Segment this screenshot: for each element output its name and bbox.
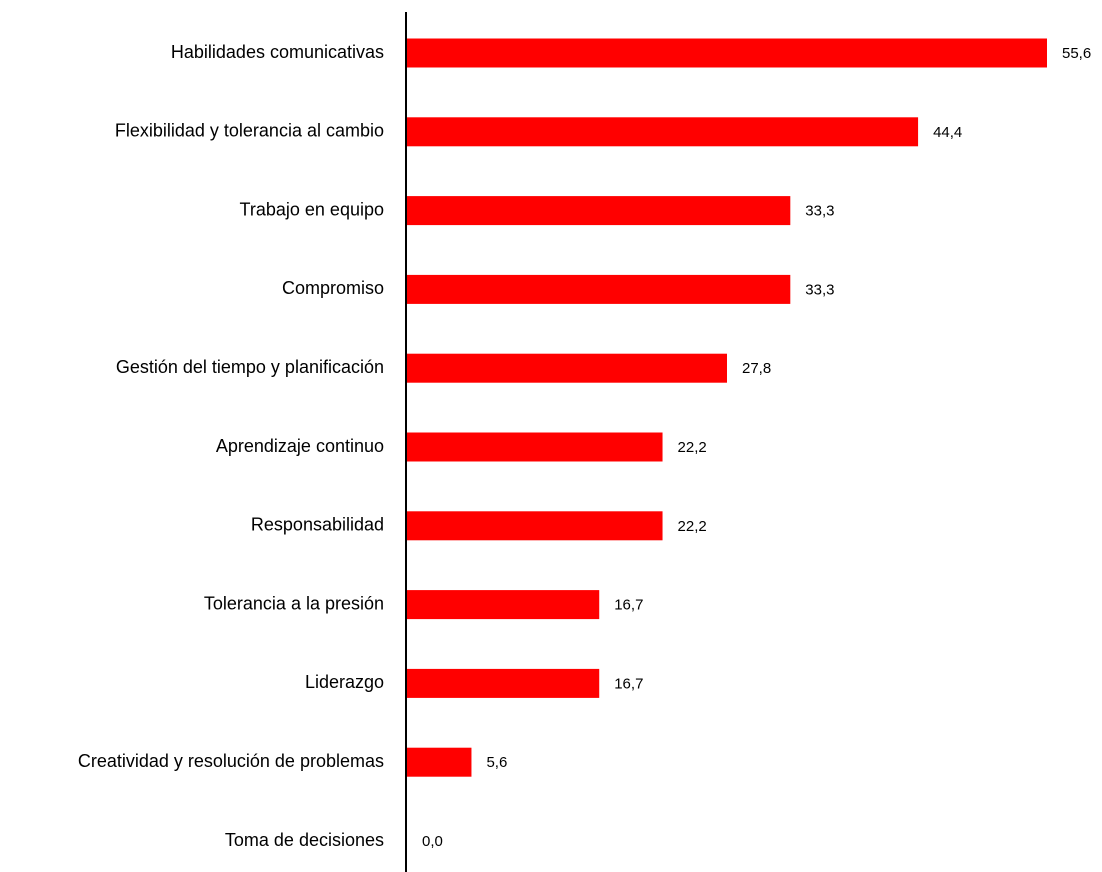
category-label: Gestión del tiempo y planificación: [116, 357, 384, 377]
category-label: Toma de decisiones: [225, 830, 384, 850]
category-label: Liderazgo: [305, 672, 384, 692]
value-label: 33,3: [805, 203, 834, 220]
value-labels-group: 55,6 44,4 33,3 33,3 27,8 22,2 22,2 16,7 16,7 5,6 0…: [422, 45, 1091, 850]
category-labels-group: Habilidades comunicativas Flexibilidad y …: [78, 42, 384, 850]
bar: [407, 274, 791, 304]
value-label: 16,7: [614, 597, 643, 614]
value-label: 33,3: [805, 281, 834, 298]
bar: [407, 38, 1047, 68]
category-label: Flexibilidad y tolerancia al cambio: [115, 121, 384, 141]
category-label: Aprendizaje continuo: [216, 436, 384, 456]
bar: [407, 353, 727, 383]
bar: [407, 117, 919, 147]
bar: [407, 432, 663, 462]
bar: [407, 747, 472, 777]
category-label: Trabajo en equipo: [240, 199, 384, 219]
bar: [407, 668, 600, 698]
value-label: 0,0: [422, 833, 443, 850]
value-label: 5,6: [486, 754, 507, 771]
category-label: Responsabilidad: [251, 515, 384, 535]
value-label: 44,4: [933, 124, 962, 141]
bars-group: [407, 38, 1047, 777]
value-label: 16,7: [614, 675, 643, 692]
category-label: Compromiso: [282, 278, 384, 298]
value-label: 22,2: [678, 518, 707, 535]
bar: [407, 590, 600, 620]
category-label: Tolerancia a la presión: [204, 593, 384, 613]
value-label: 22,2: [678, 439, 707, 456]
bar: [407, 511, 663, 541]
category-label: Creatividad y resolución de problemas: [78, 751, 384, 771]
bar: [407, 196, 791, 226]
value-label: 27,8: [742, 360, 771, 377]
value-label: 55,6: [1062, 45, 1091, 62]
category-label: Habilidades comunicativas: [171, 42, 384, 62]
